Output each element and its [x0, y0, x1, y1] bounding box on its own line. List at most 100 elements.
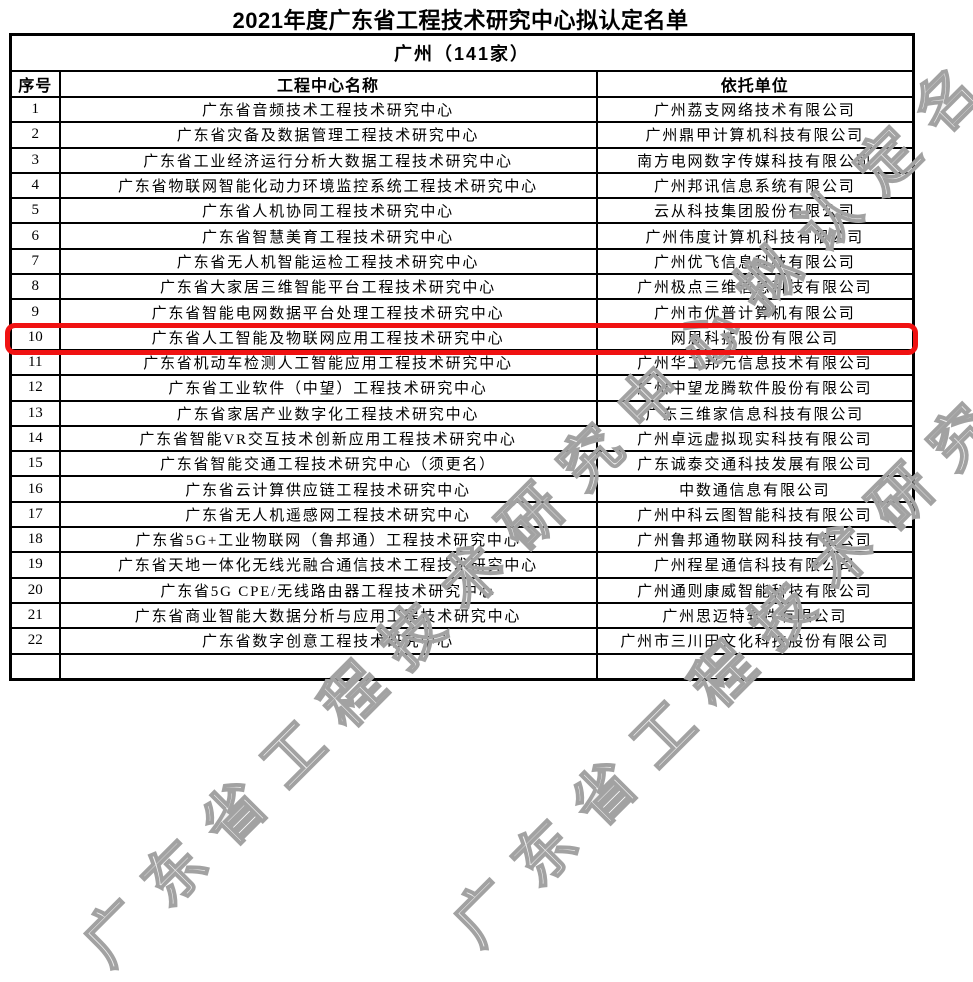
- row-center-name: 广东省商业智能大数据分析与应用工程技术研究中心: [58, 601, 598, 630]
- table-row: 8 广东省大家居三维智能平台工程技术研究中心 广州极点三维信息科技有限公司: [9, 273, 915, 301]
- row-org: 广州鲁邦通物联网科技有限公司: [595, 526, 915, 554]
- row-index: 12: [9, 374, 61, 402]
- row-center-name: 广东省5G CPE/无线路由器工程技术研究中心: [58, 576, 598, 604]
- row-org: 广州思迈特软件有限公司: [595, 601, 915, 630]
- table-row: 18 广东省5G+工业物联网（鲁邦通）工程技术研究中心 广州鲁邦通物联网科技有限公司: [9, 526, 915, 554]
- row-index: 11: [9, 348, 61, 377]
- row-center-name: 广东省云计算供应链工程技术研究中心: [58, 475, 598, 503]
- row-center-name: 广东省无人机遥感网工程技术研究中心: [58, 500, 598, 529]
- table-row: 7 广东省无人机智能运检工程技术研究中心 广州优飞信息科技有限公司: [9, 247, 915, 276]
- row-org: 广东三维家信息科技有限公司: [595, 399, 915, 427]
- row-index: 7: [9, 247, 61, 276]
- table-row: 22 广东省数字创意工程技术研究中心 广州市三川田文化科技股份有限公司: [9, 627, 915, 655]
- row-center-name: 广东省音频技术工程技术研究中心: [58, 95, 598, 124]
- row-org: 网思科技股份有限公司: [595, 323, 915, 351]
- row-index: 5: [9, 197, 61, 225]
- row-index: 18: [9, 526, 61, 554]
- table-row: 21 广东省商业智能大数据分析与应用工程技术研究中心 广州思迈特软件有限公司: [9, 601, 915, 630]
- row-cell-clipped: [595, 652, 915, 681]
- row-org: 南方电网数字传媒科技有限公司: [595, 146, 915, 174]
- row-center-name: 广东省人工智能及物联网应用工程技术研究中心: [58, 323, 598, 351]
- row-center-name: 广东省无人机智能运检工程技术研究中心: [58, 247, 598, 276]
- col-header-org: 依托单位: [595, 70, 915, 98]
- row-org: 广州市优普计算机有限公司: [595, 298, 915, 326]
- row-index: 10: [9, 323, 61, 351]
- row-org: 广州伟度计算机科技有限公司: [595, 222, 915, 250]
- table-row: 4 广东省物联网智能化动力环境监控系统工程技术研究中心 广州邦讯信息系统有限公司: [9, 171, 915, 200]
- row-org: 云从科技集团股份有限公司: [595, 197, 915, 225]
- row-org: 中数通信息有限公司: [595, 475, 915, 503]
- table-row: 6 广东省智慧美育工程技术研究中心 广州伟度计算机科技有限公司: [9, 222, 915, 250]
- document-page: { "doc": { "title": "2021年度广东省工程技术研究中心拟认…: [5, 0, 973, 979]
- row-org: 广州卓远虚拟现实科技有限公司: [595, 424, 915, 453]
- row-center-name: 广东省大家居三维智能平台工程技术研究中心: [58, 273, 598, 301]
- row-org: 广州中科云图智能科技有限公司: [595, 500, 915, 529]
- table-row: 15 广东省智能交通工程技术研究中心（须更名） 广东诚泰交通科技发展有限公司: [9, 450, 915, 478]
- row-index: 2: [9, 121, 61, 149]
- row-org: 广州优飞信息科技有限公司: [595, 247, 915, 276]
- row-index: 13: [9, 399, 61, 427]
- table-row: 9 广东省智能电网数据平台处理工程技术研究中心 广州市优普计算机有限公司: [9, 298, 915, 326]
- row-org: 广州邦讯信息系统有限公司: [595, 171, 915, 200]
- table-row: 14 广东省智能VR交互技术创新应用工程技术研究中心 广州卓远虚拟现实科技有限公司: [9, 424, 915, 453]
- table-row: 12 广东省工业软件（中望）工程技术研究中心 广州中望龙腾软件股份有限公司: [9, 374, 915, 402]
- table-row-partial: [9, 652, 915, 681]
- table-row: 16 广东省云计算供应链工程技术研究中心 中数通信息有限公司: [9, 475, 915, 503]
- row-index: 1: [9, 95, 61, 124]
- row-center-name: 广东省工业软件（中望）工程技术研究中心: [58, 374, 598, 402]
- row-index: 4: [9, 171, 61, 200]
- row-index: 14: [9, 424, 61, 453]
- row-center-name: 广东省智能VR交互技术创新应用工程技术研究中心: [58, 424, 598, 453]
- row-center-name: 广东省智能电网数据平台处理工程技术研究中心: [58, 298, 598, 326]
- row-index: 8: [9, 273, 61, 301]
- row-index: 19: [9, 551, 61, 579]
- table-row: 3 广东省工业经济运行分析大数据工程技术研究中心 南方电网数字传媒科技有限公司: [9, 146, 915, 174]
- row-index: 6: [9, 222, 61, 250]
- row-center-name: 广东省数字创意工程技术研究中心: [58, 627, 598, 655]
- table-group-header: 广州（141家）: [9, 33, 915, 72]
- group-header-row: 广州（141家）: [9, 33, 915, 72]
- table-row: 19 广东省天地一体化无线光融合通信技术工程技术研究中心 广州程星通信科技有限公司: [9, 551, 915, 579]
- row-center-name: 广东省机动车检测人工智能应用工程技术研究中心: [58, 348, 598, 377]
- row-center-name: 广东省家居产业数字化工程技术研究中心: [58, 399, 598, 427]
- row-org: 广州极点三维信息科技有限公司: [595, 273, 915, 301]
- col-header-index: 序号: [9, 70, 61, 98]
- row-index: 21: [9, 601, 61, 630]
- table-row: 13 广东省家居产业数字化工程技术研究中心 广东三维家信息科技有限公司: [9, 399, 915, 427]
- row-center-name: 广东省工业经济运行分析大数据工程技术研究中心: [58, 146, 598, 174]
- row-index: 20: [9, 576, 61, 604]
- row-index: 17: [9, 500, 61, 529]
- table-row: 1 广东省音频技术工程技术研究中心 广州荔支网络技术有限公司: [9, 95, 915, 124]
- row-org: 广州华工邦元信息技术有限公司: [595, 348, 915, 377]
- row-cell-clipped: [58, 652, 598, 681]
- table-row: 10 广东省人工智能及物联网应用工程技术研究中心 网思科技股份有限公司: [9, 323, 915, 351]
- row-org: 广州荔支网络技术有限公司: [595, 95, 915, 124]
- row-center-name: 广东省灾备及数据管理工程技术研究中心: [58, 121, 598, 149]
- row-center-name: 广东省物联网智能化动力环境监控系统工程技术研究中心: [58, 171, 598, 200]
- row-org: 广州中望龙腾软件股份有限公司: [595, 374, 915, 402]
- table-row: 2 广东省灾备及数据管理工程技术研究中心 广州鼎甲计算机科技有限公司: [9, 121, 915, 149]
- table-row: 20 广东省5G CPE/无线路由器工程技术研究中心 广州通则康威智能科技有限公司: [9, 576, 915, 604]
- row-center-name: 广东省天地一体化无线光融合通信技术工程技术研究中心: [58, 551, 598, 579]
- row-org: 广东诚泰交通科技发展有限公司: [595, 450, 915, 478]
- col-header-center-name: 工程中心名称: [58, 70, 598, 98]
- row-index: 3: [9, 146, 61, 174]
- row-center-name: 广东省5G+工业物联网（鲁邦通）工程技术研究中心: [58, 526, 598, 554]
- row-index: 15: [9, 450, 61, 478]
- page-title: 2021年度广东省工程技术研究中心拟认定名单: [232, 8, 689, 33]
- centers-table: 广州（141家） 序号 工程中心名称 依托单位 1 广东省音频技术工程技术研究中心…: [9, 33, 916, 681]
- row-index: 22: [9, 627, 61, 655]
- table-row: 5 广东省人机协同工程技术研究中心 云从科技集团股份有限公司: [9, 197, 915, 225]
- row-index: 16: [9, 475, 61, 503]
- row-org: 广州程星通信科技有限公司: [595, 551, 915, 579]
- table-row: 11 广东省机动车检测人工智能应用工程技术研究中心 广州华工邦元信息技术有限公司: [9, 348, 915, 377]
- row-center-name: 广东省智慧美育工程技术研究中心: [58, 222, 598, 250]
- row-org: 广州市三川田文化科技股份有限公司: [595, 627, 915, 655]
- row-index: 9: [9, 298, 61, 326]
- row-center-name: 广东省人机协同工程技术研究中心: [58, 197, 598, 225]
- row-center-name: 广东省智能交通工程技术研究中心（须更名）: [58, 450, 598, 478]
- row-org: 广州鼎甲计算机科技有限公司: [595, 121, 915, 149]
- row-cell-clipped: [9, 652, 61, 681]
- row-org: 广州通则康威智能科技有限公司: [595, 576, 915, 604]
- column-header-row: 序号 工程中心名称 依托单位: [9, 70, 915, 98]
